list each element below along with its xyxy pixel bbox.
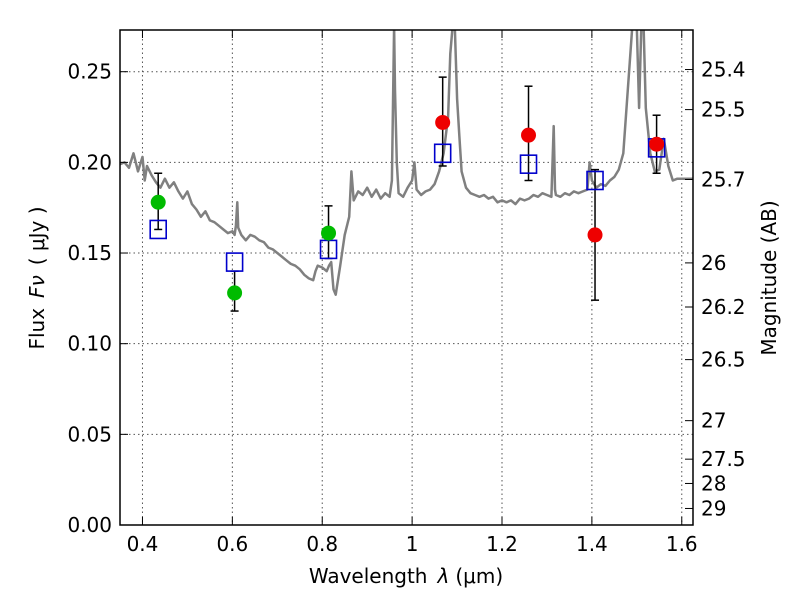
mag-tick-label: 27.5	[701, 447, 746, 471]
y-tick-label: 0.10	[67, 332, 112, 356]
spectrum-line	[120, 30, 693, 296]
x-tick-label: 1.4	[576, 532, 608, 556]
mag-tick-label: 28	[701, 471, 726, 495]
y-tick-label: 0.05	[67, 422, 112, 446]
model-square-marker	[225, 252, 244, 272]
y-axis-label: FluxFν( μJy )	[25, 206, 49, 349]
model-square-marker	[586, 170, 604, 191]
green-data-point	[227, 285, 243, 301]
mag-tick-label: 25.5	[701, 98, 746, 122]
red-data-point	[521, 127, 537, 143]
mag-tick-label: 25.4	[701, 58, 746, 82]
y2-axis-label: Magnitude (AB)	[757, 200, 781, 355]
mag-tick-label: 27	[701, 409, 726, 433]
red-data-point	[435, 114, 451, 130]
ticks-layer: 0.4 0.6 0.8 1 1.2 1.4 1.6 0.00 0.05 0.10 0.15 0.20 0…	[67, 30, 746, 556]
model-square-marker	[149, 219, 167, 240]
x-tick-label: 0.6	[216, 532, 248, 556]
x-tick-label: 1	[406, 532, 419, 556]
marker-layer	[149, 114, 666, 301]
x-axis-label: Wavelength λ (μm)	[309, 564, 503, 588]
y-tick-label: 0.20	[67, 150, 112, 174]
x-tick-label: 0.4	[127, 532, 159, 556]
y-tick-label: 0.25	[67, 60, 112, 84]
plot-background	[120, 30, 693, 525]
x-tick-label: 1.2	[486, 532, 518, 556]
mag-tick-label: 29	[701, 496, 726, 520]
mag-tick-label: 25.7	[701, 167, 746, 191]
red-data-point	[649, 136, 665, 152]
plot-frame	[119, 29, 694, 526]
green-data-point	[150, 194, 166, 210]
model-square-marker	[519, 154, 538, 174]
spectrum-layer	[120, 30, 693, 296]
mag-tick-label: 26.5	[701, 348, 746, 372]
red-data-point	[587, 227, 603, 243]
model-square-marker	[433, 143, 452, 164]
y-tick-label: 0.15	[67, 241, 112, 265]
y-tick-label: 0.00	[67, 513, 112, 537]
mag-tick-label: 26.2	[701, 295, 746, 319]
x-tick-label: 0.8	[306, 532, 338, 556]
green-data-point	[321, 225, 337, 241]
mag-tick-label: 26	[701, 251, 726, 275]
x-tick-label: 1.6	[666, 532, 698, 556]
